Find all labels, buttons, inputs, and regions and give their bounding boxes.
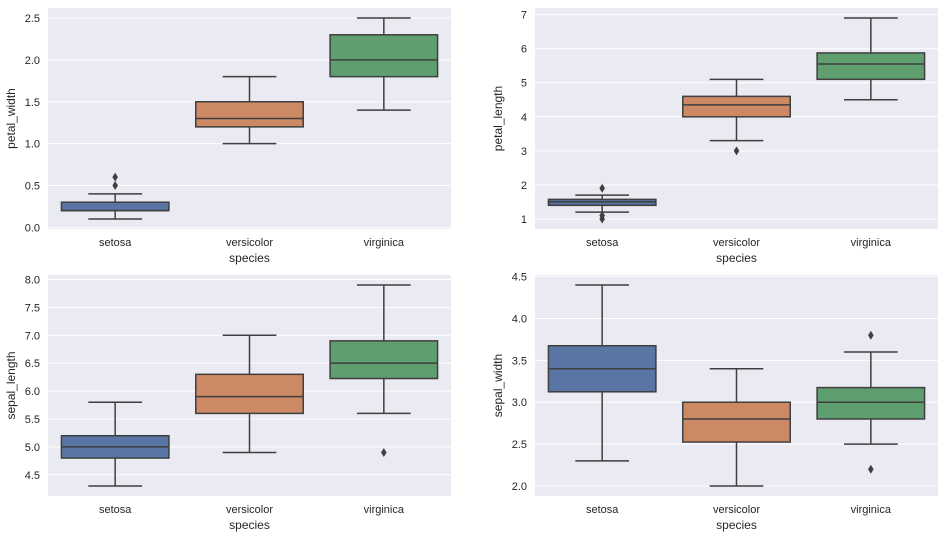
outlier-marker bbox=[733, 146, 740, 156]
y-tick-label: 0.0 bbox=[25, 222, 40, 234]
outlier-marker bbox=[868, 330, 874, 340]
subplot-petal-width: 0.0 0.5 1.0 1.5 2.0 2.5 setosa versicolor virgin… bbox=[4, 8, 451, 265]
x-axis-label: species bbox=[716, 518, 757, 532]
y-tick-label: 1 bbox=[521, 214, 527, 226]
y-tick-label: 6 bbox=[521, 44, 527, 56]
iqr-box bbox=[60, 201, 170, 212]
box-virginica bbox=[329, 17, 439, 111]
y-tick-label: 6.0 bbox=[25, 386, 40, 398]
y-tick-label: 4.5 bbox=[25, 470, 40, 482]
box-versicolor bbox=[682, 368, 791, 487]
iqr-box bbox=[329, 34, 439, 78]
x-tick-label: versicolor bbox=[713, 237, 760, 249]
x-tick-label: virginica bbox=[851, 504, 892, 516]
box-setosa bbox=[547, 284, 657, 462]
y-tick-label: 5.5 bbox=[25, 414, 40, 426]
outlier-marker bbox=[112, 172, 118, 182]
iqr-box bbox=[816, 52, 926, 81]
x-axis-label: species bbox=[716, 251, 757, 265]
subplot-sepal-length: 4.5 5.0 5.5 6.0 6.5 7.0 7.5 8.0 setosa versicolor… bbox=[4, 274, 451, 532]
box-virginica bbox=[329, 284, 439, 457]
subplot-petal-length: 1 2 3 4 5 6 7 setosa versicolor virginica species p… bbox=[491, 8, 938, 265]
y-tick-label: 5.0 bbox=[25, 442, 40, 454]
y-axis-label: petal_width bbox=[4, 88, 18, 149]
y-axis-label: sepal_length bbox=[4, 351, 18, 419]
box-virginica bbox=[816, 17, 926, 101]
y-tick-label: 6.5 bbox=[25, 358, 40, 370]
iqr-box bbox=[195, 373, 304, 415]
outlier-marker bbox=[381, 447, 387, 457]
x-tick-label: versicolor bbox=[713, 504, 760, 516]
iqr-box bbox=[195, 101, 304, 128]
y-tick-label: 2.0 bbox=[512, 481, 527, 493]
x-tick-label: setosa bbox=[586, 237, 619, 249]
x-tick-label: versicolor bbox=[226, 504, 273, 516]
x-tick-label: virginica bbox=[364, 237, 405, 249]
y-tick-label: 3.0 bbox=[512, 397, 527, 409]
x-tick-label: versicolor bbox=[226, 237, 273, 249]
y-tick-label: 4.5 bbox=[512, 272, 527, 284]
y-tick-label: 4.0 bbox=[512, 314, 527, 326]
box-versicolor bbox=[195, 75, 304, 145]
outlier-marker bbox=[868, 464, 874, 474]
x-axis-label: species bbox=[229, 518, 270, 532]
outlier-marker bbox=[599, 211, 605, 221]
y-tick-label: 7 bbox=[521, 10, 527, 22]
iqr-box bbox=[682, 401, 791, 443]
box-setosa bbox=[60, 172, 170, 220]
y-tick-label: 0.5 bbox=[25, 180, 40, 192]
outlier-marker bbox=[112, 180, 118, 190]
x-tick-label: virginica bbox=[364, 504, 405, 516]
y-tick-label: 2 bbox=[521, 180, 527, 192]
x-tick-label: setosa bbox=[99, 237, 132, 249]
box-setosa bbox=[60, 401, 170, 487]
iqr-box bbox=[329, 340, 439, 380]
y-tick-label: 3 bbox=[521, 146, 527, 158]
y-tick-label: 4 bbox=[521, 112, 527, 124]
y-tick-label: 2.5 bbox=[512, 439, 527, 451]
y-tick-label: 1.0 bbox=[25, 139, 40, 151]
x-tick-label: setosa bbox=[99, 504, 132, 516]
y-tick-label: 8.0 bbox=[25, 274, 40, 286]
box-setosa bbox=[547, 183, 657, 224]
x-tick-label: virginica bbox=[851, 237, 892, 249]
x-axis-label: species bbox=[229, 251, 270, 265]
y-tick-label: 2.5 bbox=[25, 13, 40, 25]
subplot-sepal-width: 2.0 2.5 3.0 3.5 4.0 4.5 setosa versicolor virgin… bbox=[491, 272, 938, 532]
y-tick-label: 3.5 bbox=[512, 355, 527, 367]
box-versicolor bbox=[195, 334, 304, 454]
iqr-box bbox=[682, 95, 791, 118]
x-tick-label: setosa bbox=[586, 504, 619, 516]
box-virginica bbox=[816, 330, 926, 474]
y-axis-label: sepal_width bbox=[491, 354, 505, 417]
iqr-box bbox=[816, 386, 926, 420]
y-tick-label: 7.5 bbox=[25, 302, 40, 314]
y-tick-label: 2.0 bbox=[25, 55, 40, 67]
y-tick-label: 5 bbox=[521, 78, 527, 90]
outlier-marker bbox=[599, 183, 605, 193]
box-versicolor bbox=[682, 78, 791, 156]
y-tick-label: 1.5 bbox=[25, 97, 40, 109]
y-tick-label: 7.0 bbox=[25, 330, 40, 342]
y-axis-label: petal_length bbox=[491, 86, 505, 151]
